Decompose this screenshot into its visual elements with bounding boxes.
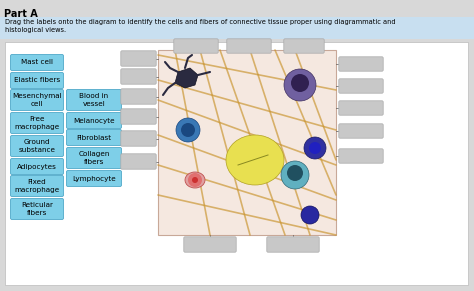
Circle shape xyxy=(188,173,202,187)
FancyBboxPatch shape xyxy=(339,149,383,163)
FancyBboxPatch shape xyxy=(10,54,64,70)
Text: Adipocytes: Adipocytes xyxy=(17,164,57,169)
Circle shape xyxy=(281,161,309,189)
FancyBboxPatch shape xyxy=(10,159,64,175)
Text: Mast cell: Mast cell xyxy=(21,59,53,65)
FancyBboxPatch shape xyxy=(5,42,468,285)
Text: Melanocyte: Melanocyte xyxy=(73,118,115,123)
FancyBboxPatch shape xyxy=(10,136,64,157)
FancyBboxPatch shape xyxy=(284,39,324,53)
Text: Blood in
vessel: Blood in vessel xyxy=(80,93,109,107)
FancyBboxPatch shape xyxy=(121,89,156,104)
FancyBboxPatch shape xyxy=(174,39,218,53)
FancyBboxPatch shape xyxy=(0,17,474,39)
FancyBboxPatch shape xyxy=(121,51,156,66)
Circle shape xyxy=(304,137,326,159)
FancyBboxPatch shape xyxy=(66,148,121,168)
FancyBboxPatch shape xyxy=(158,50,336,235)
Text: Part A: Part A xyxy=(4,9,38,19)
FancyBboxPatch shape xyxy=(227,39,271,53)
Text: Mesenchymal
cell: Mesenchymal cell xyxy=(12,93,62,107)
Circle shape xyxy=(284,69,316,101)
FancyBboxPatch shape xyxy=(10,113,64,134)
Text: Ground
substance: Ground substance xyxy=(18,139,55,152)
FancyBboxPatch shape xyxy=(10,198,64,219)
FancyBboxPatch shape xyxy=(66,129,121,146)
FancyBboxPatch shape xyxy=(121,109,156,124)
Circle shape xyxy=(301,206,319,224)
Circle shape xyxy=(192,177,198,183)
Circle shape xyxy=(309,142,321,154)
Text: Lymphocyte: Lymphocyte xyxy=(72,175,116,182)
Circle shape xyxy=(287,165,303,181)
Text: Reticular
fibers: Reticular fibers xyxy=(21,202,53,216)
FancyBboxPatch shape xyxy=(66,90,121,111)
FancyBboxPatch shape xyxy=(121,154,156,169)
FancyBboxPatch shape xyxy=(66,171,121,187)
FancyBboxPatch shape xyxy=(10,175,64,196)
Circle shape xyxy=(176,118,200,142)
Ellipse shape xyxy=(226,135,284,185)
FancyBboxPatch shape xyxy=(10,72,64,88)
FancyBboxPatch shape xyxy=(66,113,121,129)
FancyBboxPatch shape xyxy=(339,124,383,138)
FancyBboxPatch shape xyxy=(184,237,236,252)
FancyBboxPatch shape xyxy=(121,69,156,84)
Circle shape xyxy=(190,175,200,185)
Text: Fixed
macrophage: Fixed macrophage xyxy=(14,179,60,193)
Text: Drag the labels onto the diagram to identify the cells and fibers of connective : Drag the labels onto the diagram to iden… xyxy=(5,19,396,33)
FancyBboxPatch shape xyxy=(121,131,156,146)
Text: Fibroblast: Fibroblast xyxy=(76,134,111,141)
Circle shape xyxy=(181,123,195,137)
FancyBboxPatch shape xyxy=(339,79,383,93)
Text: Free
macrophage: Free macrophage xyxy=(14,116,60,129)
FancyBboxPatch shape xyxy=(267,237,319,252)
FancyBboxPatch shape xyxy=(339,57,383,71)
FancyBboxPatch shape xyxy=(339,101,383,115)
FancyBboxPatch shape xyxy=(10,90,64,111)
Circle shape xyxy=(291,74,309,92)
Text: Collagen
fibers: Collagen fibers xyxy=(78,151,109,165)
Ellipse shape xyxy=(185,172,205,188)
Text: Elastic fibers: Elastic fibers xyxy=(14,77,60,84)
Polygon shape xyxy=(175,68,198,88)
